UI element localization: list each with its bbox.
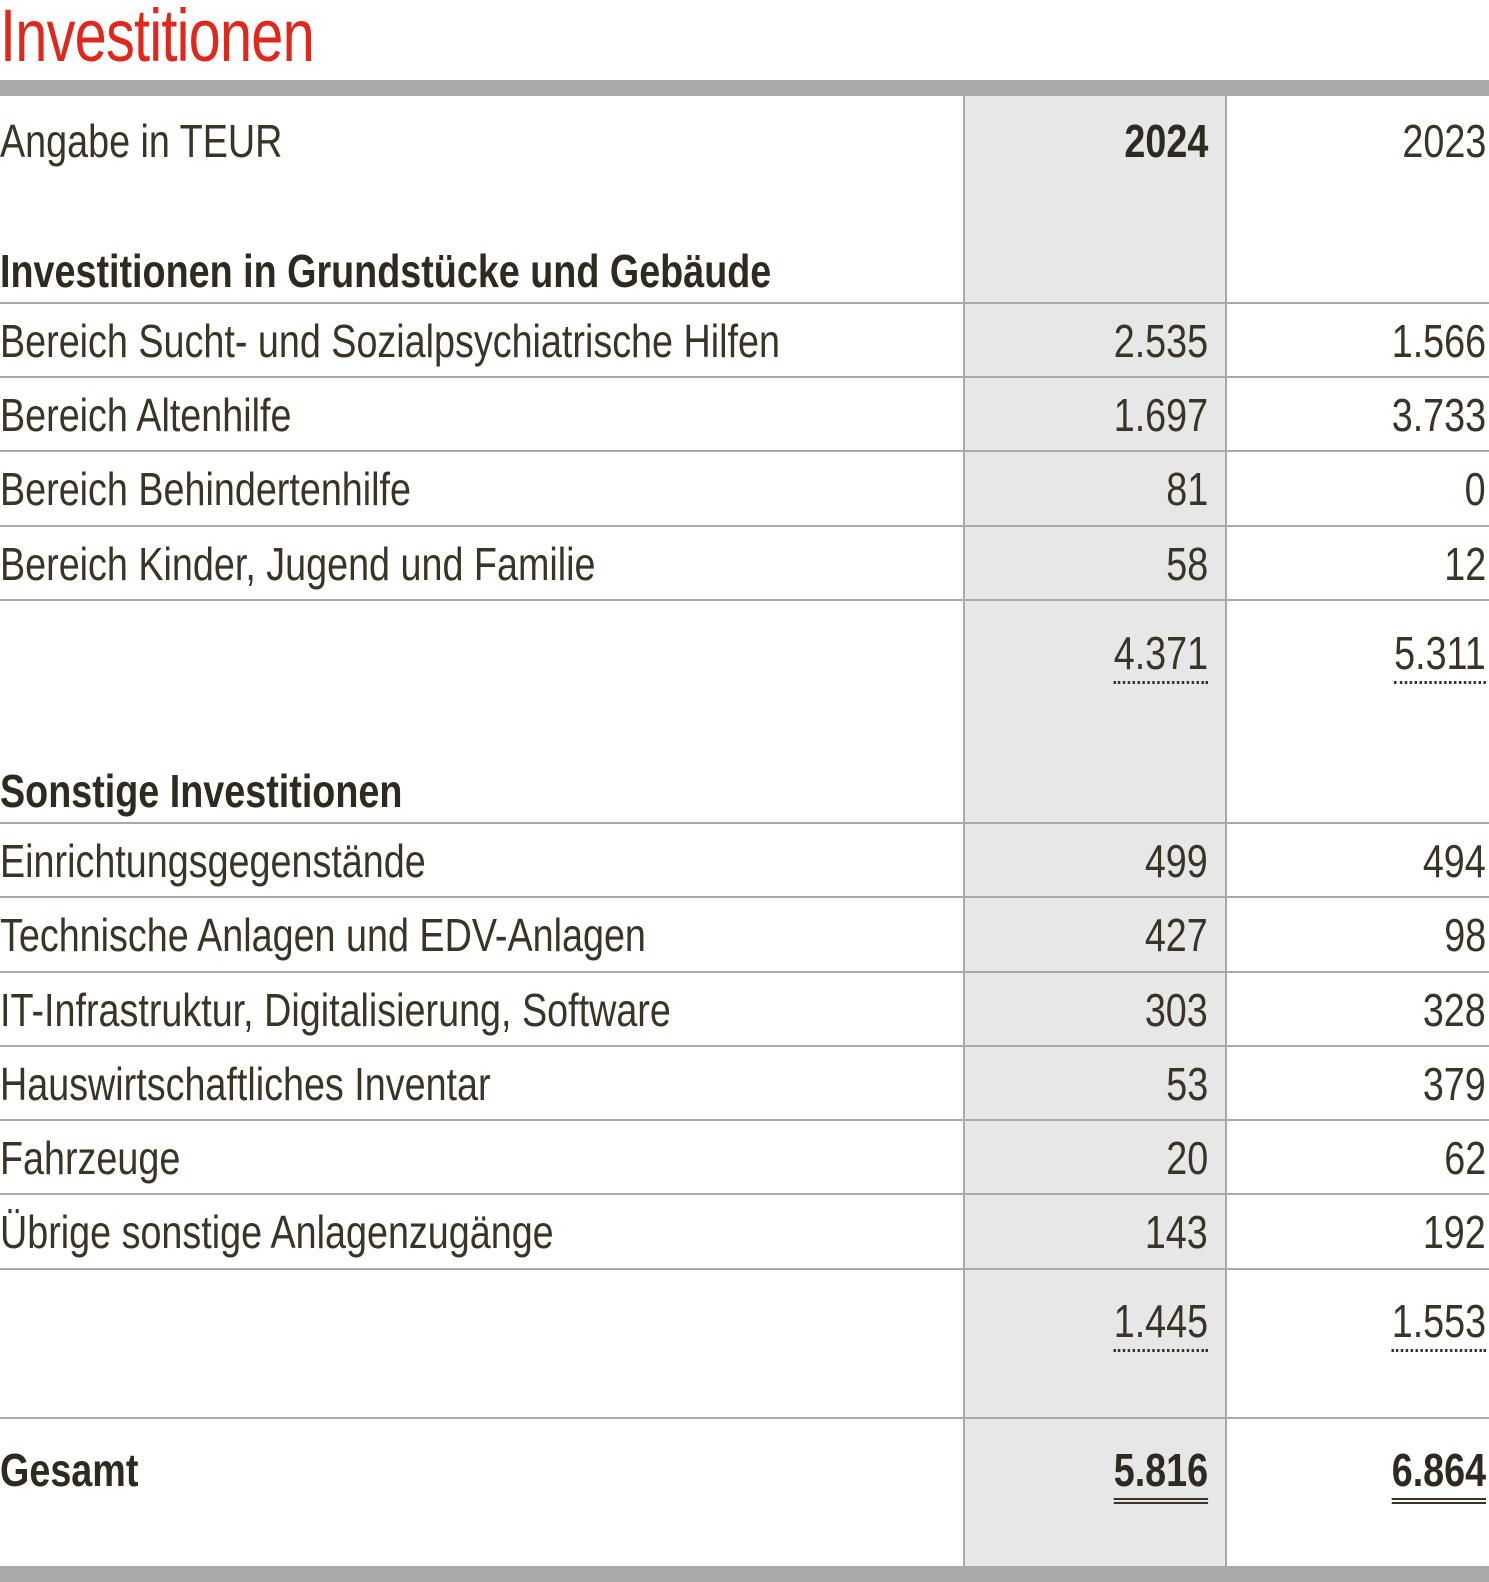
row-value-2023: 98 <box>1444 909 1486 961</box>
row-divider <box>0 1268 1489 1270</box>
subtotal-cell-2024: 4.371 <box>1113 627 1208 684</box>
unit-label: Angabe in TEUR <box>0 115 283 167</box>
column-divider <box>963 96 965 1566</box>
row-divider <box>0 1119 1489 1121</box>
row-divider <box>0 599 1489 601</box>
row-divider <box>0 1045 1489 1047</box>
row-value-2024: 1.697 <box>1113 389 1208 441</box>
row-divider <box>0 376 1489 378</box>
row-value-2024: 2.535 <box>1113 315 1208 367</box>
subtotal-2023: 1.553 <box>1391 1295 1486 1352</box>
row-value-2024: 427 <box>1145 909 1208 961</box>
table-bottom-rule <box>0 1566 1489 1582</box>
row-value-2024: 499 <box>1145 835 1208 887</box>
column-header-2023: 2023 <box>1402 115 1486 167</box>
subtotal-2024: 4.371 <box>1113 627 1208 684</box>
row-label: Bereich Sucht- und Sozialpsychiatrische … <box>0 315 780 367</box>
row-divider <box>0 896 1489 898</box>
subtotal-2023: 5.311 <box>1394 627 1486 684</box>
table-top-rule <box>0 80 1489 96</box>
section-heading: Investitionen in Grundstücke und Gebäude <box>0 245 772 297</box>
row-value-2023: 328 <box>1423 984 1486 1036</box>
row-divider <box>0 450 1489 452</box>
total-cell-2024: 5.816 <box>1113 1444 1208 1504</box>
row-value-2023: 62 <box>1444 1132 1486 1184</box>
column-divider <box>1225 96 1227 1566</box>
row-value-2023: 12 <box>1444 538 1486 590</box>
subtotal-cell-2023: 1.553 <box>1391 1295 1486 1352</box>
page-title: Investitionen <box>0 0 315 77</box>
row-value-2023: 1.566 <box>1391 315 1486 367</box>
row-value-2024: 81 <box>1166 463 1208 515</box>
subtotal-2024: 1.445 <box>1113 1295 1208 1352</box>
row-divider <box>0 1193 1489 1195</box>
total-2023: 6.864 <box>1391 1444 1486 1504</box>
row-value-2024: 58 <box>1166 538 1208 590</box>
row-divider <box>0 302 1489 304</box>
row-value-2024: 303 <box>1145 984 1208 1036</box>
row-label: Hauswirtschaftliches Inventar <box>0 1058 491 1110</box>
row-label: Bereich Altenhilfe <box>0 389 292 441</box>
row-value-2024: 20 <box>1166 1132 1208 1184</box>
row-value-2023: 192 <box>1423 1206 1486 1258</box>
row-label: Bereich Kinder, Jugend und Familie <box>0 538 596 590</box>
total-cell-2023: 6.864 <box>1391 1444 1486 1504</box>
row-label: Technische Anlagen und EDV-Anlagen <box>0 909 646 961</box>
row-divider <box>0 1417 1489 1419</box>
row-divider <box>0 525 1489 527</box>
row-label: IT-Infrastruktur, Digitalisierung, Softw… <box>0 984 671 1036</box>
row-label: Übrige sonstige Anlagenzugänge <box>0 1206 554 1258</box>
row-value-2024: 53 <box>1166 1058 1208 1110</box>
row-value-2023: 0 <box>1465 463 1486 515</box>
row-divider <box>0 822 1489 824</box>
total-label: Gesamt <box>0 1444 139 1496</box>
subtotal-cell-2024: 1.445 <box>1113 1295 1208 1352</box>
section-heading: Sonstige Investitionen <box>0 765 403 817</box>
total-2024: 5.816 <box>1113 1444 1208 1504</box>
row-label: Einrichtungsgegenstände <box>0 835 426 887</box>
column-header-2024: 2024 <box>1124 115 1208 167</box>
current-year-column-highlight <box>964 96 1226 1566</box>
row-value-2024: 143 <box>1145 1206 1208 1258</box>
row-value-2023: 494 <box>1423 835 1486 887</box>
subtotal-cell-2023: 5.311 <box>1394 627 1486 684</box>
row-divider <box>0 971 1489 973</box>
row-label: Fahrzeuge <box>0 1132 181 1184</box>
row-value-2023: 379 <box>1423 1058 1486 1110</box>
row-label: Bereich Behindertenhilfe <box>0 463 411 515</box>
row-value-2023: 3.733 <box>1391 389 1486 441</box>
